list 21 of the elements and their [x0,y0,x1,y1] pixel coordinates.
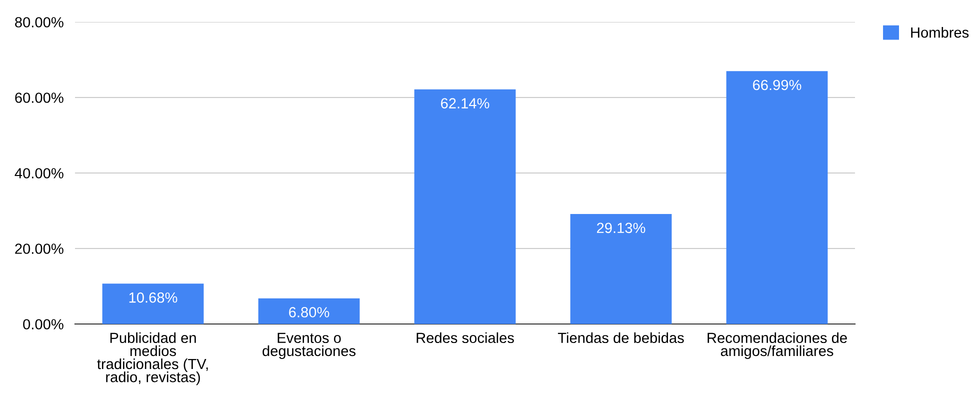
x-tick-label: Publicidad en medios tradicionales (TV, radio, revistas) [97,332,208,386]
x-tick-label: Redes sociales [416,332,514,344]
y-tick-label: 40.00% [14,168,64,178]
y-tick-label: 0.00% [23,319,64,330]
bar [726,71,828,324]
x-tick-label: Tiendas de bebidas [558,332,684,344]
data-label: 66.99% [753,80,802,90]
data-label: 29.13% [597,222,646,234]
bar [102,284,204,324]
y-tick-label: 60.00% [15,92,64,103]
data-label: 10.68% [129,292,178,303]
y-tick-label: 20.00% [15,244,64,254]
legend-label: Hombres [911,27,969,38]
bar [414,89,516,324]
y-tick-label: 80.00% [15,17,64,28]
x-tick-label: Recomendaciones de amigos/familiares [708,332,847,359]
data-label: 6.80% [289,307,330,318]
bar [258,298,360,324]
bar [570,214,672,324]
x-tick-label: Eventos o degustaciones [262,332,356,359]
data-label: 62.14% [441,98,490,108]
